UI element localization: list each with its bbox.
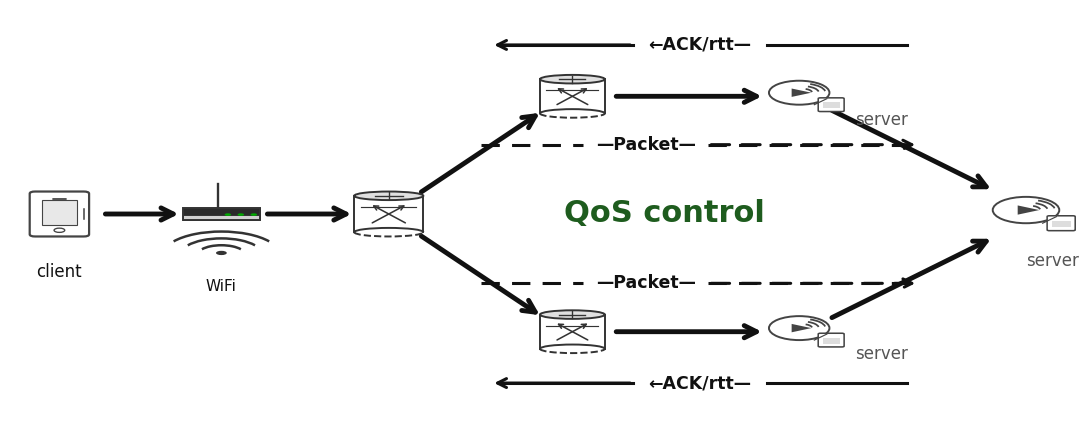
FancyBboxPatch shape: [819, 98, 845, 112]
Circle shape: [769, 81, 829, 105]
Circle shape: [216, 251, 227, 255]
Text: server: server: [855, 345, 908, 363]
Bar: [1052, 220, 1070, 227]
Bar: [42, 200, 77, 225]
Polygon shape: [1017, 205, 1039, 215]
Circle shape: [993, 197, 1059, 223]
Bar: [823, 102, 840, 108]
Text: ←ACK/rtt—: ←ACK/rtt—: [648, 374, 752, 392]
Bar: [183, 214, 260, 220]
Text: —Packet—: —Packet—: [596, 136, 696, 154]
Text: server: server: [855, 111, 908, 129]
FancyBboxPatch shape: [1048, 216, 1076, 231]
Ellipse shape: [354, 192, 423, 200]
Polygon shape: [540, 79, 605, 113]
Text: ←ACK/rtt—: ←ACK/rtt—: [648, 36, 752, 54]
Text: —Packet—: —Packet—: [596, 274, 696, 292]
Bar: [823, 338, 840, 344]
Text: client: client: [37, 263, 82, 281]
Polygon shape: [792, 89, 811, 97]
Text: WiFi: WiFi: [206, 279, 237, 294]
Ellipse shape: [540, 75, 605, 83]
Circle shape: [54, 228, 65, 232]
Bar: [183, 208, 260, 220]
Ellipse shape: [540, 310, 605, 319]
Circle shape: [769, 316, 829, 340]
Bar: [183, 208, 260, 217]
Text: QoS control: QoS control: [564, 199, 765, 229]
Polygon shape: [354, 196, 423, 232]
FancyBboxPatch shape: [30, 192, 90, 236]
Polygon shape: [792, 324, 811, 332]
Polygon shape: [540, 315, 605, 349]
Circle shape: [225, 213, 231, 216]
Text: server: server: [1026, 252, 1079, 270]
Circle shape: [251, 213, 257, 216]
Circle shape: [238, 213, 244, 216]
FancyBboxPatch shape: [819, 333, 845, 347]
